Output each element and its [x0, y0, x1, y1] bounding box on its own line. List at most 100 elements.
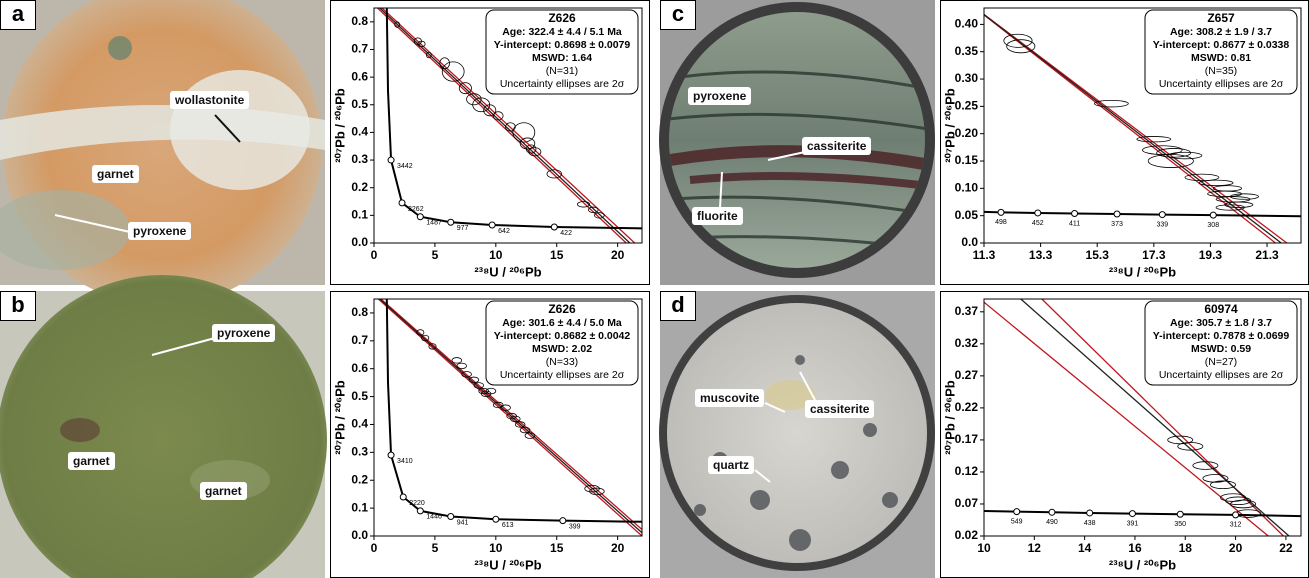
- y-tick-label: 0.07: [955, 496, 979, 510]
- age-label: 452: [1032, 220, 1044, 227]
- y-tick-label: 0.35: [955, 44, 979, 58]
- y-tick-label: 0.4: [351, 125, 368, 139]
- info-line: MSWD: 0.81: [1191, 52, 1251, 64]
- y-tick-label: 0.3: [351, 445, 368, 459]
- info-line: (N=33): [546, 356, 578, 368]
- age-label: 373: [1111, 221, 1123, 228]
- info-line: Uncertainty ellipses are 2σ: [1159, 369, 1284, 381]
- info-line: (N=27): [1205, 356, 1237, 368]
- concordia-marker: [448, 513, 454, 519]
- y-tick-label: 0.5: [351, 389, 368, 403]
- y-tick-label: 0.6: [351, 361, 368, 375]
- concordia-marker: [1177, 511, 1183, 517]
- y-tick-label: 0.17: [955, 432, 979, 446]
- y-tick-label: 0.10: [955, 181, 979, 195]
- info-line: Age: 322.4 ± 4.4 / 5.1 Ma: [502, 26, 622, 38]
- y-tick-label: 0.1: [351, 208, 368, 222]
- age-label: 642: [498, 228, 510, 235]
- info-line: Uncertainty ellipses are 2σ: [1159, 78, 1284, 90]
- age-label: 1487: [426, 220, 442, 227]
- info-line: (N=35): [1205, 65, 1237, 77]
- x-tick-label: 16: [1128, 541, 1142, 555]
- y-axis-label: ²⁰⁷Pb / ²⁰⁶Pb: [942, 380, 957, 455]
- x-tick-label: 5: [432, 541, 439, 555]
- y-tick-label: 0.2: [351, 180, 368, 194]
- photo-label: cassiterite: [805, 400, 874, 418]
- info-line: Z626: [548, 302, 576, 316]
- y-tick-label: 0.12: [955, 464, 979, 478]
- x-axis-label: ²³⁸U / ²⁰⁶Pb: [1109, 264, 1176, 279]
- age-label: 350: [1174, 521, 1186, 528]
- figure-canvas: 051015200.00.10.20.30.40.50.60.70.8²³⁸U …: [0, 0, 1309, 578]
- y-tick-label: 0.02: [955, 528, 979, 542]
- age-label: 2220: [409, 500, 425, 507]
- x-axis-label: ²³⁸U / ²⁰⁶Pb: [474, 557, 541, 572]
- info-line: Uncertainty ellipses are 2σ: [500, 369, 625, 381]
- age-label: 490: [1046, 519, 1058, 526]
- info-line: (N=31): [546, 65, 578, 77]
- info-line: Y-intercept: 0.7878 ± 0.0699: [1153, 330, 1290, 342]
- age-label: 1446: [426, 514, 442, 521]
- y-tick-label: 0.30: [955, 71, 979, 85]
- x-tick-label: 20: [611, 248, 625, 262]
- photo-c: [659, 0, 935, 285]
- panel-letter: a: [0, 0, 36, 30]
- info-line: Z657: [1207, 11, 1235, 25]
- x-tick-label: 15.3: [1086, 248, 1110, 262]
- age-label: 3442: [397, 163, 413, 170]
- age-label: 308: [1207, 222, 1219, 229]
- age-label: 498: [995, 219, 1007, 226]
- y-tick-label: 0.5: [351, 97, 368, 111]
- concordia-marker: [1233, 512, 1239, 518]
- photo-label: cassiterite: [802, 137, 871, 155]
- concordia-marker: [1129, 511, 1135, 517]
- age-label: 977: [457, 225, 469, 232]
- photo-b: [0, 275, 327, 578]
- info-line: Y-intercept: 0.8682 ± 0.0042: [494, 330, 631, 342]
- y-tick-label: 0.8: [351, 305, 368, 319]
- x-tick-label: 22: [1279, 541, 1293, 555]
- concordia-marker: [560, 518, 566, 524]
- x-tick-label: 18: [1179, 541, 1193, 555]
- photo-label: garnet: [92, 165, 139, 183]
- y-tick-label: 0.05: [955, 208, 979, 222]
- info-line: Y-intercept: 0.8698 ± 0.0079: [494, 39, 631, 51]
- age-label: 312: [1230, 522, 1242, 529]
- concordia-marker: [1049, 509, 1055, 515]
- y-tick-label: 0.3: [351, 152, 368, 166]
- x-tick-label: 15: [550, 541, 564, 555]
- age-label: 2262: [408, 206, 424, 213]
- x-tick-label: 0: [371, 541, 378, 555]
- concordia-marker: [1114, 211, 1120, 217]
- x-tick-label: 11.3: [973, 248, 996, 262]
- age-label: 549: [1011, 519, 1023, 526]
- y-tick-label: 0.0: [961, 235, 978, 249]
- figure: 051015200.00.10.20.30.40.50.60.70.8²³⁸U …: [0, 0, 1309, 578]
- photo-label: pyroxene: [212, 324, 275, 342]
- y-tick-label: 0.37: [955, 304, 979, 318]
- y-tick-label: 0.0: [351, 235, 368, 249]
- y-tick-label: 0.6: [351, 69, 368, 83]
- x-axis-label: ²³⁸U / ²⁰⁶Pb: [474, 264, 541, 279]
- concordia-marker: [399, 200, 405, 206]
- info-line: Uncertainty ellipses are 2σ: [500, 78, 625, 90]
- y-tick-label: 0.8: [351, 14, 368, 28]
- age-label: 438: [1084, 520, 1096, 527]
- concordia-marker: [1035, 210, 1041, 216]
- concordia-marker: [1159, 212, 1165, 218]
- info-line: Z626: [548, 11, 576, 25]
- concordia-marker: [1014, 509, 1020, 515]
- concordia-marker: [998, 209, 1004, 215]
- age-label: 3410: [397, 458, 413, 465]
- photo-label: fluorite: [692, 207, 743, 225]
- info-line: Age: 308.2 ± 1.9 / 3.7: [1170, 26, 1272, 38]
- info-line: Y-intercept: 0.8677 ± 0.0338: [1153, 39, 1290, 51]
- x-axis-label: ²³⁸U / ²⁰⁶Pb: [1109, 557, 1176, 572]
- concordia-marker: [493, 516, 499, 522]
- info-line: MSWD: 2.02: [532, 343, 592, 355]
- photo-d: [659, 291, 935, 578]
- x-tick-label: 0: [371, 248, 378, 262]
- concordia-marker: [400, 494, 406, 500]
- age-label: 399: [569, 524, 581, 531]
